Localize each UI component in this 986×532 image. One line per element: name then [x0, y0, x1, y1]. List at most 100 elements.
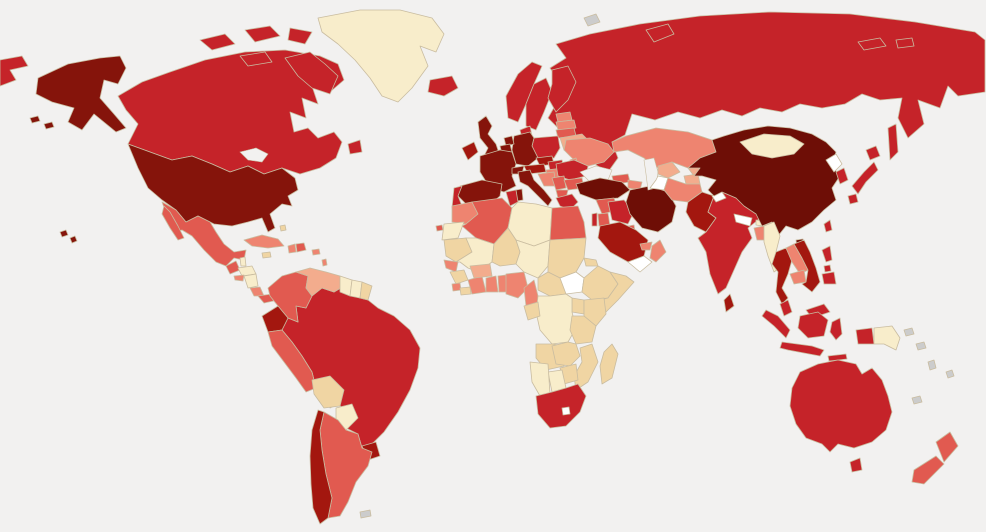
country-el-salvador	[233, 274, 245, 282]
country-vietnam	[793, 239, 821, 293]
country-bahamas	[279, 224, 287, 232]
country-western-sahara	[441, 221, 465, 241]
country-burkina-faso	[469, 263, 493, 279]
country-dominican-republic	[295, 242, 307, 253]
country-malaysia-peninsula	[779, 299, 793, 317]
country-papua-new-guinea	[873, 325, 901, 351]
country-french-guiana	[359, 281, 373, 301]
country-philippines-mindanao	[821, 271, 837, 285]
country-mongolia	[739, 133, 805, 159]
country-australia	[789, 359, 893, 453]
country-nicaragua	[243, 273, 259, 289]
country-indonesia-kalimantan	[797, 311, 829, 339]
country-indonesia-java	[779, 341, 825, 357]
country-south-africa	[535, 383, 587, 429]
country-zambia	[551, 341, 581, 367]
country-italy	[517, 169, 553, 207]
country-usa-aleutian-2	[43, 121, 55, 130]
country-canada-baffin	[284, 51, 339, 95]
country-portugal	[451, 185, 463, 209]
country-uae-qatar	[639, 241, 653, 251]
country-puerto-rico	[311, 248, 321, 256]
country-russia-sakhalin	[887, 123, 899, 161]
country-uzbekistan	[657, 161, 681, 179]
country-mexico-baja	[161, 205, 185, 241]
country-afghanistan	[663, 177, 703, 203]
country-greenland	[317, 9, 445, 103]
country-canada-arctic-4	[239, 51, 273, 67]
country-alaska	[35, 55, 127, 133]
country-australia-tasmania	[849, 457, 863, 473]
country-nigeria	[505, 271, 529, 299]
country-lesser-antilles	[321, 258, 328, 267]
country-sierra-leone	[451, 282, 462, 292]
country-usa-hawaii-2	[69, 235, 78, 244]
country-fiji	[945, 369, 955, 379]
country-gabon-congo	[523, 301, 541, 321]
country-haiti	[287, 243, 297, 254]
country-oman	[649, 239, 667, 263]
country-latvia	[555, 119, 577, 131]
country-canary-islands	[435, 224, 444, 232]
country-cuba	[243, 234, 285, 249]
country-russia-chukotka-wrap	[0, 55, 29, 87]
country-israel	[591, 212, 598, 227]
country-turkey	[575, 177, 631, 201]
country-turkmenistan	[649, 175, 669, 191]
country-new-caledonia	[911, 395, 923, 405]
country-vanuatu	[927, 359, 937, 371]
country-bolivia	[311, 375, 345, 409]
country-yemen	[627, 255, 653, 273]
country-finland	[547, 65, 577, 113]
country-new-zealand-north	[935, 431, 959, 463]
country-russia-island-2	[895, 37, 915, 49]
country-kenya	[583, 297, 607, 327]
country-falkland-islands	[359, 509, 372, 519]
country-south-korea	[835, 167, 849, 185]
country-ireland	[461, 141, 479, 161]
country-sweden	[525, 77, 553, 131]
country-liberia	[459, 286, 472, 296]
country-chile	[309, 409, 333, 525]
country-nepal	[733, 213, 753, 227]
country-serbia	[551, 175, 567, 191]
country-philippines-luzon	[821, 245, 833, 263]
great-lakes	[239, 147, 269, 163]
country-svalbard	[583, 13, 601, 27]
country-indonesia-papua	[855, 327, 875, 345]
black-sea	[579, 165, 613, 183]
country-japan-honshu	[851, 161, 879, 195]
country-madagascar	[599, 343, 619, 385]
country-canada-arctic-2	[244, 25, 281, 43]
country-solomon-islands	[915, 341, 927, 351]
country-png-islands	[903, 327, 915, 337]
country-sri-lanka	[723, 293, 735, 313]
country-netherlands	[503, 135, 515, 147]
country-philippines-visayas	[823, 264, 832, 273]
country-kazakhstan	[611, 127, 717, 169]
country-usa-aleutian-1	[29, 115, 41, 124]
country-taiwan	[823, 219, 833, 233]
country-usa-hawaii-1	[59, 229, 69, 238]
country-iceland	[427, 75, 459, 97]
country-north-korea	[825, 153, 843, 173]
country-tanzania	[569, 315, 597, 345]
country-indonesia-lesser-sunda	[827, 353, 848, 362]
country-indonesia-sulawesi	[829, 317, 843, 341]
country-russia-island-1	[857, 37, 887, 51]
country-venezuela	[295, 267, 345, 297]
country-lesotho	[561, 406, 571, 416]
country-canada-newfoundland	[347, 139, 363, 155]
country-ecuador	[261, 305, 289, 333]
country-japan-hokkaido	[865, 145, 881, 161]
country-indonesia-sumatra	[761, 309, 791, 339]
country-uganda	[571, 297, 585, 315]
country-belize	[239, 256, 247, 267]
country-new-zealand-south	[911, 455, 945, 485]
country-russia-novaya-zemlya	[645, 23, 675, 43]
country-china	[687, 125, 841, 237]
country-canada-arctic-1	[199, 33, 236, 51]
country-canada-arctic-3	[287, 27, 313, 45]
